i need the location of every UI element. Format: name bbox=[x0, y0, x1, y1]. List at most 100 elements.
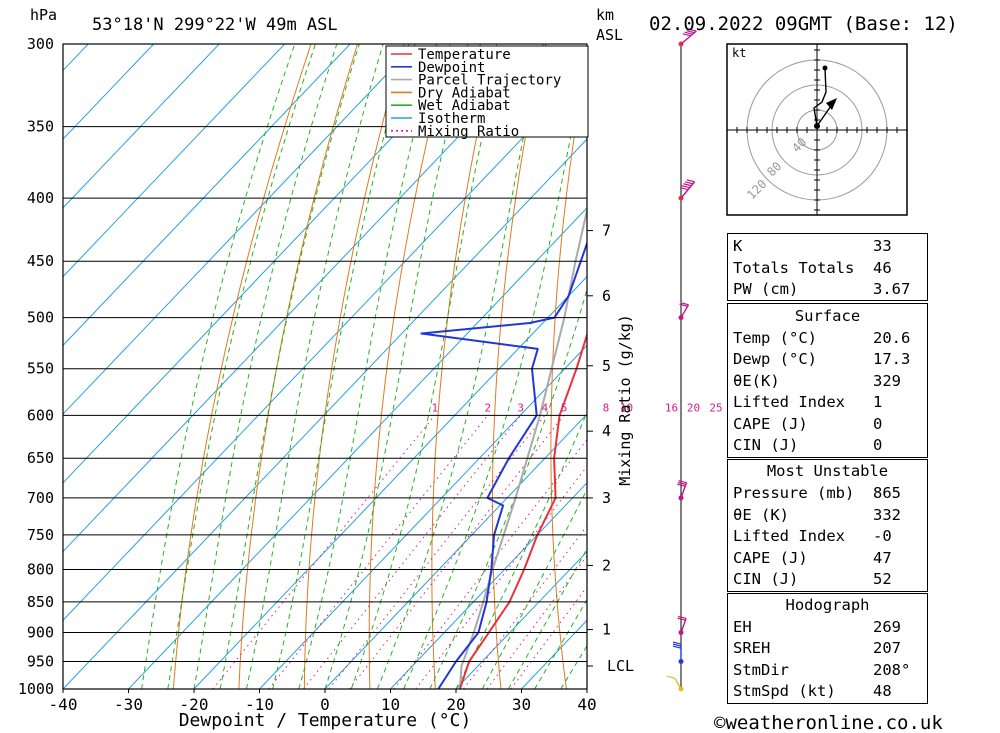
surface-row: Dewp (°C) 17.3 bbox=[733, 350, 911, 368]
pressure-tick-label: 1000 bbox=[18, 680, 54, 698]
axes-layer: 1 2 3 4 5 8 10 16 20 2530035040045050055060065070… bbox=[18, 35, 723, 714]
mixing-ratio-label: 25 bbox=[709, 401, 722, 414]
height-tick-label: 2 bbox=[602, 556, 611, 574]
surface-row: θE(K) 329 bbox=[733, 372, 901, 390]
pressure-tick-label: 950 bbox=[27, 653, 54, 671]
x-tick-label: 10 bbox=[381, 695, 400, 714]
wind-barb-feather bbox=[678, 480, 687, 484]
watermark: ©weatheronline.co.uk bbox=[714, 712, 943, 733]
pressure-tick-label: 450 bbox=[27, 252, 54, 270]
x-tick-label: -40 bbox=[49, 695, 78, 714]
x-tick-label: -20 bbox=[180, 695, 209, 714]
pressure-tick-label: 800 bbox=[27, 560, 54, 578]
pressure-tick-label: 550 bbox=[27, 360, 54, 378]
wet-adiabat-line bbox=[376, 44, 544, 689]
height-tick-label: 1 bbox=[602, 621, 611, 639]
hodograph-origin bbox=[814, 123, 820, 129]
wet-adiabat-line bbox=[193, 44, 338, 689]
hpa-label: hPa bbox=[30, 6, 57, 24]
legend-entry: Mixing Ratio bbox=[418, 124, 519, 140]
wet-adiabat-line bbox=[245, 44, 384, 689]
hodograph-panel: Hodograph EH 269 SREH 207 StmDir 208° StmSp… bbox=[727, 593, 928, 704]
x-tick-label: 40 bbox=[577, 695, 596, 714]
wind-barb bbox=[680, 618, 687, 633]
isotherm-line bbox=[193, 275, 587, 689]
wind-barb-feather bbox=[679, 303, 688, 307]
hodograph-unit: kt bbox=[732, 46, 746, 60]
dry-adiabat-line bbox=[961, 44, 1000, 689]
wind-barb-feather bbox=[680, 302, 689, 306]
wind-barb-feather bbox=[682, 33, 691, 37]
hodo-row: StmSpd (kt) 48 bbox=[733, 682, 892, 700]
isotherm-line bbox=[63, 138, 587, 689]
hodo-row: EH 269 bbox=[733, 618, 901, 636]
hodo-row: SREH 207 bbox=[733, 639, 901, 657]
hodo-row: StmDir 208° bbox=[733, 661, 911, 679]
legend-entry: Wet Adiabat bbox=[418, 98, 511, 114]
x-axis-label: Dewpoint / Temperature (°C) bbox=[179, 710, 472, 731]
hodograph-trace bbox=[813, 67, 827, 127]
plot-frame bbox=[62, 43, 588, 690]
isotherm-line bbox=[63, 44, 482, 484]
mixing-ratio-label: 2 bbox=[485, 401, 492, 414]
mixing-ratio-label: 5 bbox=[561, 401, 568, 414]
mixing-ratio-line bbox=[393, 438, 587, 689]
wind-barb-feather bbox=[686, 179, 695, 183]
totals-row: Totals Totals 46 bbox=[733, 259, 892, 277]
wind-barb-feather bbox=[677, 483, 686, 487]
x-tick-label: 0 bbox=[320, 695, 330, 714]
mixing-ratio-label: 20 bbox=[687, 401, 700, 414]
wind-barb-feather bbox=[679, 187, 689, 191]
wind-barb-feather bbox=[677, 617, 686, 621]
dry-adiabat-line bbox=[550, 55, 587, 689]
wet-adiabat-line bbox=[507, 547, 587, 689]
mixing-ratio-label: 4 bbox=[541, 401, 548, 414]
pressure-tick-label: 600 bbox=[27, 406, 54, 424]
isotherm-line bbox=[324, 413, 587, 689]
wet-adiabat-line bbox=[429, 287, 587, 689]
pw-row: PW (cm) 3.67 bbox=[733, 280, 911, 298]
isotherm-line bbox=[390, 482, 587, 689]
height-tick-label: 3 bbox=[602, 489, 611, 507]
wind-barb-feather bbox=[684, 181, 694, 185]
pressure-tick-label: 500 bbox=[27, 309, 54, 327]
mixing-ratio-label: 10 bbox=[620, 401, 633, 414]
pressure-tick-label: 700 bbox=[27, 489, 54, 507]
wet-adiabat-line bbox=[455, 411, 587, 689]
isotherm-line bbox=[63, 44, 220, 209]
legend-entry: Dry Adiabat bbox=[418, 85, 511, 101]
isotherm-line bbox=[63, 44, 286, 278]
pressure-tick-label: 400 bbox=[27, 189, 54, 207]
legend-entry: Parcel Trajectory bbox=[418, 73, 561, 89]
height-tick-label: 4 bbox=[602, 422, 611, 440]
isotherm-line bbox=[63, 44, 351, 347]
asl-label: ASL bbox=[596, 26, 623, 44]
isotherm-line bbox=[63, 44, 417, 415]
isotherm-line bbox=[128, 207, 587, 689]
wind-barb bbox=[680, 30, 697, 45]
mixing-ratio-line bbox=[212, 414, 436, 689]
storm-motion-arrowhead bbox=[826, 98, 837, 110]
legend-box bbox=[385, 45, 589, 138]
surface-row: Lifted Index 1 bbox=[733, 393, 883, 411]
pressure-tick-label: 850 bbox=[27, 593, 54, 611]
wind-barb-feather bbox=[666, 675, 675, 679]
isotherm-line bbox=[259, 344, 587, 689]
wind-barb bbox=[680, 304, 690, 319]
surface-title: Surface bbox=[794, 307, 861, 325]
wind-barb-feather bbox=[688, 28, 697, 32]
dry-adiabat-line bbox=[663, 44, 698, 689]
surface-row: CAPE (J) 0 bbox=[733, 415, 883, 433]
surface-row: CIN (J) 0 bbox=[733, 436, 883, 454]
pressure-tick-label: 350 bbox=[27, 118, 54, 136]
mixing-ratio-line bbox=[303, 414, 522, 689]
isotherm-line bbox=[63, 44, 155, 140]
wet-adiabat-line bbox=[141, 44, 296, 689]
wind-barb-feather bbox=[677, 615, 687, 620]
wind-barb-feather bbox=[672, 641, 682, 645]
km-label: km bbox=[596, 6, 614, 24]
wet-adiabat-line bbox=[167, 44, 316, 689]
parcel-trajectory-line bbox=[458, 205, 587, 689]
